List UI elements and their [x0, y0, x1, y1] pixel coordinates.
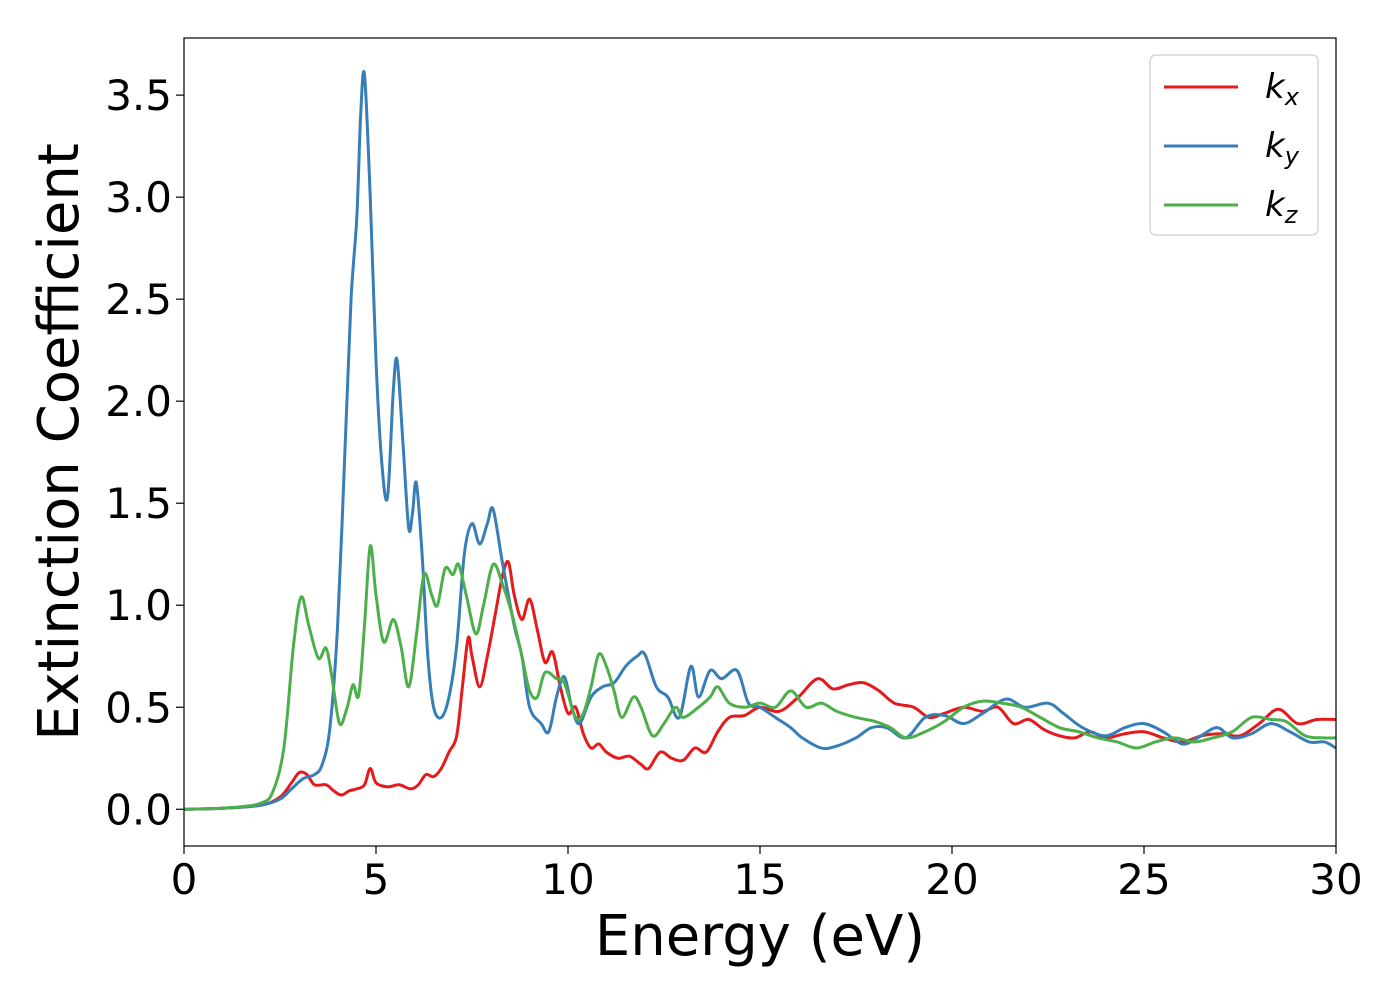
- y-tick-label: 2.5: [105, 275, 172, 324]
- y-tick-label: 1.5: [105, 479, 172, 528]
- x-tick-label: 5: [363, 855, 390, 904]
- x-axis-title: Energy (eV): [595, 904, 925, 969]
- y-tick-label: 3.5: [105, 71, 172, 120]
- y-tick-label: 1.0: [105, 581, 172, 630]
- y-tick-label: 3.0: [105, 173, 172, 222]
- series-line-k-z: [184, 544, 1336, 811]
- y-tick-label: 2.0: [105, 377, 172, 426]
- x-tick-label: 0: [171, 855, 198, 904]
- y-axis-title: Extinction Coefficient: [27, 143, 92, 741]
- legend: kx ky kz: [1149, 54, 1319, 236]
- x-tick-label: 10: [541, 855, 594, 904]
- series-layer: [184, 70, 1336, 811]
- x-axis-ticks: 0 5 10 15 20 25 30: [171, 846, 1363, 904]
- legend-label-x: kx: [1265, 67, 1300, 111]
- y-tick-label: 0.5: [105, 683, 172, 732]
- y-tick-label: 0.0: [105, 785, 172, 834]
- x-tick-label: 20: [925, 855, 978, 904]
- x-tick-label: 15: [733, 855, 786, 904]
- x-tick-label: 25: [1117, 855, 1170, 904]
- legend-label-y: ky: [1265, 126, 1300, 170]
- y-axis-ticks: 0.0 0.5 1.0 1.5 2.0 2.5 3.0 3.5: [105, 71, 184, 834]
- series-line-k-x: [184, 560, 1336, 811]
- legend-items: kx ky kz: [1164, 67, 1300, 229]
- legend-label-z: kz: [1265, 185, 1299, 229]
- x-tick-label: 30: [1309, 855, 1362, 904]
